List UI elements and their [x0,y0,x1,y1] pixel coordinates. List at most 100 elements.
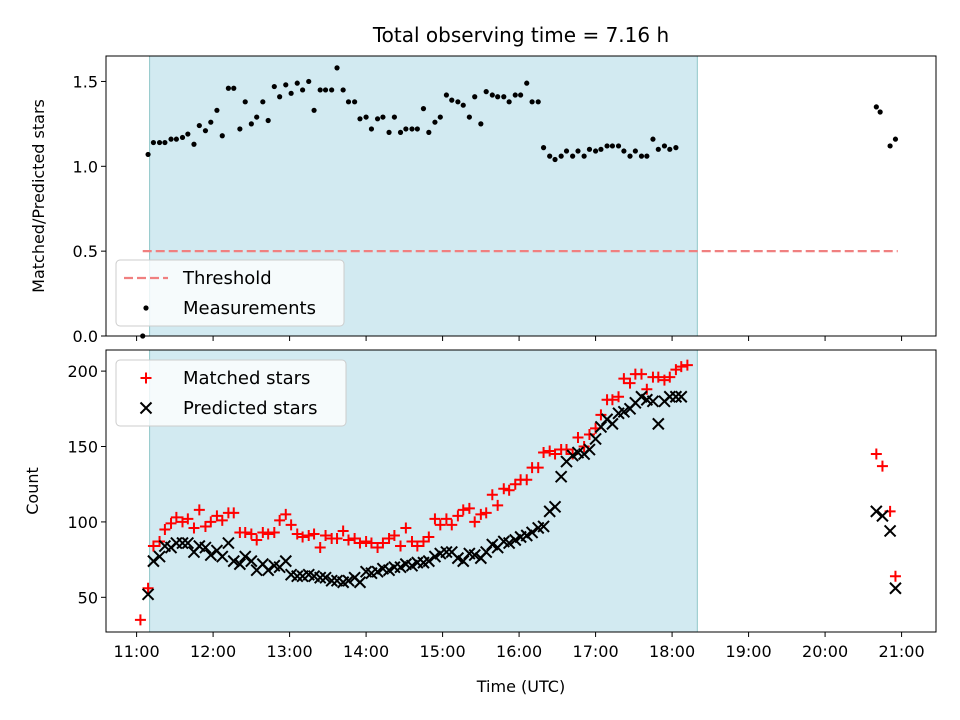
measurement-point [644,153,650,159]
measurement-point [604,143,610,149]
measurement-point [426,129,432,135]
matched-star-point [400,522,412,534]
predicted-star-point [617,405,631,419]
predicted-star-point [537,520,550,533]
measurement-point [208,119,214,125]
predicted-star-point [141,588,155,601]
predicted-star-point [440,545,453,559]
x-axis-label: Time (UTC) [476,677,565,696]
x-tick-label: 19:00 [726,642,772,661]
predicted-star-point [199,541,212,554]
matched-star-point [480,507,492,519]
matched-star-point [262,528,274,540]
measurement-point [352,99,358,105]
measurement-point [237,126,243,132]
measurement-point [887,143,893,149]
measurement-point [483,89,489,95]
measurement-point [391,114,397,120]
measurement-point [156,139,163,146]
matched-star-point [532,462,544,474]
measurement-point [374,116,381,122]
measurement-point [892,136,899,142]
measurement-point [242,99,248,105]
legend-label: Predicted stars [183,398,317,419]
legend-label: Matched stars [183,368,310,389]
predicted-star-point [279,554,292,568]
matched-star-point [664,371,676,383]
measurement-point [598,146,604,152]
matched-star-point [274,514,286,526]
predicted-star-point [319,571,332,584]
matched-star-point [635,368,647,380]
matched-star-point [469,516,481,528]
matched-star-point [142,582,154,594]
y-tick-label: 1.0 [73,157,98,176]
x-tick-label: 15:00 [420,642,466,661]
measurement-point [558,153,564,159]
measurement-point [535,99,541,105]
y-tick-label: 200 [67,362,98,381]
measurement-point [512,92,518,98]
matched-star-point [503,484,515,496]
measurement-point [472,94,478,100]
predicted-star-point [870,505,883,518]
measurement-point [311,107,317,113]
matched-star-point [429,513,441,525]
predicted-star-point [261,563,275,577]
legend-box [115,359,347,427]
matched-star-point [188,522,200,534]
matched-star-point [423,531,435,543]
measurement-point [443,92,450,98]
measurement-point [403,126,409,132]
x-tick-label: 21:00 [879,642,925,661]
matched-star-point [342,534,354,546]
measurement-point [673,145,679,151]
measurement-point [317,87,323,93]
matched-star-point [434,519,446,531]
predicted-star-point [245,554,258,568]
measurement-point [581,153,587,159]
matched-star-point [308,528,320,540]
x-tick-label: 16:00 [496,642,542,661]
predicted-star-point [353,576,367,589]
measurement-point [214,107,220,113]
measurement-point [437,114,443,120]
matched-star-point [297,531,309,543]
measurement-point [460,102,466,108]
measurement-point [489,92,495,98]
predicted-star-point [883,524,897,538]
measurement-point [575,148,581,154]
matched-star-point [331,533,343,545]
y-tick-label: 0.0 [73,327,98,346]
measurement-point [409,126,415,132]
predicted-star-point [479,545,493,559]
matched-star-point [314,542,326,554]
measurement-point [627,153,633,159]
predicted-star-point [204,548,218,562]
x-tick-label: 14:00 [343,642,389,661]
matched-star-point [228,507,240,519]
matched-star-point [193,504,205,516]
measurement-point [225,85,231,91]
matched-star-point [320,529,332,541]
predicted-star-point [233,557,247,571]
measurement-point [420,106,427,112]
matched-star-point [170,511,182,523]
measurement-point [283,82,289,88]
x-tick-label: 13:00 [267,642,313,661]
measurement-point [466,114,472,120]
measurement-point [145,151,151,158]
legend-label: Threshold [182,268,272,289]
top-legend: Threshold Measurements [115,259,345,327]
y-tick-label: 50 [78,588,98,607]
measurement-point [260,99,266,105]
predicted-star-point [502,536,516,550]
matched-star-point [446,519,458,531]
measurement-point [570,153,576,159]
measurement-point [219,133,225,139]
measurement-point [265,117,271,124]
bottom-y-axis-label: Count [23,467,42,515]
predicted-star-point [876,509,889,523]
predicted-star-point [216,550,229,563]
matched-star-point [492,499,504,511]
